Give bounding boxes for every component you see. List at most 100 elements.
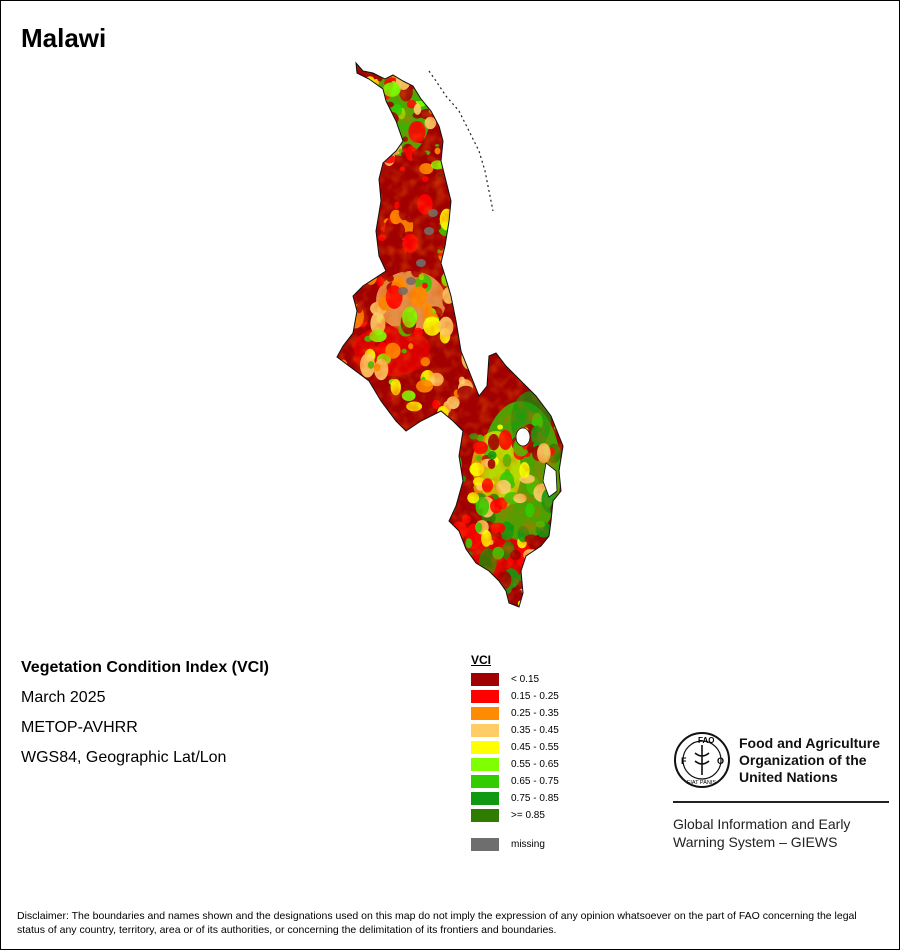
- vci-patch: [437, 105, 445, 115]
- vci-patch: [540, 562, 551, 572]
- fao-logo-letters: FAO: [698, 736, 714, 745]
- vci-patch: [385, 141, 391, 145]
- vci-patch: [343, 287, 348, 295]
- vci-patch: [343, 275, 358, 285]
- legend-label: >= 0.85: [511, 810, 545, 821]
- vci-patch: [538, 584, 555, 602]
- country-outline: [336, 61, 564, 608]
- legend-label: 0.45 - 0.55: [511, 742, 559, 753]
- vci-patch: [340, 322, 351, 333]
- vci-patch: [366, 128, 379, 147]
- org-name-line-3: United Nations: [739, 769, 838, 785]
- vci-patch: [464, 593, 476, 607]
- vci-patch: [557, 572, 563, 579]
- giews-line-1: Global Information and Early: [673, 816, 851, 832]
- vci-patch: [473, 592, 479, 597]
- legend-label-missing: missing: [511, 839, 545, 850]
- legend-label: < 0.15: [511, 674, 540, 685]
- vci-patch: [467, 580, 482, 592]
- lake-chilwa: [515, 427, 531, 447]
- vci-patch: [455, 306, 472, 320]
- legend-item: 0.45 - 0.55: [471, 739, 559, 756]
- vci-patch: [445, 442, 457, 460]
- lake-chiuta: [542, 462, 558, 498]
- legend-swatch: [471, 809, 499, 822]
- legend-item: 0.25 - 0.35: [471, 705, 559, 722]
- vci-patch: [537, 566, 554, 584]
- vci-patch: [456, 300, 471, 312]
- vci-patch: [373, 109, 391, 120]
- vci-patch: [478, 570, 492, 581]
- vci-patch: [355, 394, 365, 404]
- legend-label: 0.25 - 0.35: [511, 708, 559, 719]
- vci-patch: [364, 131, 374, 143]
- vci-patch: [447, 569, 465, 582]
- vci-patch: [480, 593, 490, 600]
- vci-patch: [342, 390, 354, 405]
- svg-text:F: F: [681, 756, 687, 766]
- vci-patch: [463, 282, 476, 299]
- vci-patch: [547, 547, 560, 561]
- org-name-line-1: Food and Agriculture: [739, 735, 881, 751]
- vci-patch: [540, 575, 552, 583]
- vci-patch: [522, 563, 534, 581]
- vci-patch: [426, 65, 445, 81]
- vci-patch: [362, 93, 370, 102]
- vci-patch: [549, 562, 561, 571]
- vci-patch: [337, 270, 348, 286]
- vci-patch: [534, 589, 543, 598]
- org-name-line-2: Organization of the: [739, 752, 867, 768]
- legend-item-missing: missing: [471, 836, 559, 853]
- projection-info: WGS84, Geographic Lat/Lon: [21, 749, 227, 766]
- branding-divider: [673, 801, 889, 803]
- vci-patch: [540, 602, 556, 607]
- vci-patch: [472, 567, 482, 580]
- vci-patch: [550, 563, 563, 582]
- vci-patch: [453, 568, 468, 587]
- vci-patch: [387, 63, 406, 74]
- vci-patch: [534, 605, 542, 607]
- index-title: Vegetation Condition Index (VCI): [21, 659, 269, 676]
- vci-patch: [433, 97, 447, 115]
- map-date: March 2025: [21, 689, 106, 706]
- vci-patch: [469, 591, 483, 602]
- vci-patch: [450, 270, 463, 278]
- vci-patch: [338, 403, 355, 423]
- organization-name: Food and Agriculture Organization of the…: [739, 735, 880, 786]
- vci-patch: [452, 452, 459, 456]
- vci-patch: [538, 559, 557, 573]
- legend-label: 0.75 - 0.85: [511, 793, 559, 804]
- vci-patch: [357, 94, 366, 99]
- legend-swatch-missing: [471, 838, 499, 851]
- legend-item: 0.65 - 0.75: [471, 773, 559, 790]
- vci-patch: [337, 276, 349, 293]
- legend-swatch: [471, 792, 499, 805]
- legend-label: 0.65 - 0.75: [511, 776, 559, 787]
- legend: VCI < 0.15 0.15 - 0.25 0.25 - 0.35 0.35 - 0…: [471, 653, 559, 853]
- vci-raster: [337, 63, 563, 607]
- legend-label: 0.15 - 0.25: [511, 691, 559, 702]
- legend-swatch: [471, 690, 499, 703]
- disclaimer: Disclaimer: The boundaries and names sho…: [17, 910, 857, 936]
- vci-patch: [375, 128, 393, 145]
- texture-overlay: [337, 63, 563, 607]
- vci-patch: [338, 265, 348, 279]
- fao-logo: F FAO O FIAT PANIS: [674, 732, 730, 788]
- vci-patch: [365, 91, 381, 106]
- legend-item: >= 0.85: [471, 807, 559, 824]
- vci-patch: [369, 389, 374, 393]
- vci-patch: [491, 596, 501, 607]
- legend-item: 0.35 - 0.45: [471, 722, 559, 739]
- legend-label: 0.35 - 0.45: [511, 725, 559, 736]
- vci-patch: [481, 574, 495, 584]
- vci-patch: [543, 549, 550, 554]
- vci-map: [336, 61, 564, 608]
- vci-patch: [475, 595, 484, 602]
- legend-item: 0.55 - 0.65: [471, 756, 559, 773]
- legend-item: < 0.15: [471, 671, 559, 688]
- vci-patch: [454, 565, 464, 578]
- vci-patch: [344, 284, 352, 292]
- vci-patch: [416, 63, 429, 76]
- vci-patch: [341, 319, 349, 331]
